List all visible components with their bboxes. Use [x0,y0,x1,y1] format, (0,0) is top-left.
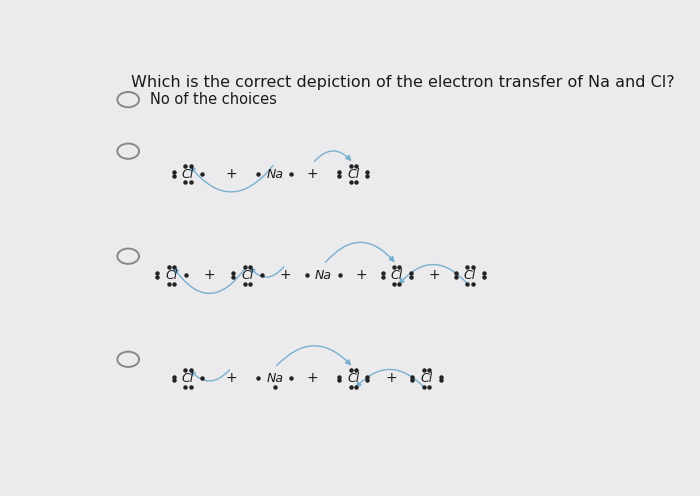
Text: +: + [225,372,237,385]
Text: Cl: Cl [391,269,402,282]
FancyArrowPatch shape [400,264,468,285]
Text: Cl: Cl [165,269,178,282]
Text: No of the choices: No of the choices [150,92,276,107]
FancyArrowPatch shape [276,346,351,366]
FancyArrowPatch shape [190,166,273,192]
Text: Na: Na [266,372,284,385]
FancyArrowPatch shape [174,267,246,294]
Text: Na: Na [315,269,332,282]
Text: +: + [225,167,237,181]
FancyArrowPatch shape [190,370,230,381]
Text: Cl: Cl [347,168,360,181]
Text: Which is the correct depiction of the electron transfer of Na and Cl?: Which is the correct depiction of the el… [131,75,675,90]
FancyArrowPatch shape [314,151,351,161]
Text: Cl: Cl [347,372,360,385]
Text: +: + [280,268,291,282]
Text: Na: Na [266,168,284,181]
Text: +: + [356,268,368,282]
Text: Cl: Cl [421,372,433,385]
Text: +: + [204,268,216,282]
Text: +: + [429,268,440,282]
Text: Cl: Cl [182,168,194,181]
Text: Cl: Cl [182,372,194,385]
Text: +: + [307,167,319,181]
Text: +: + [386,372,397,385]
FancyArrowPatch shape [356,370,425,388]
Text: Cl: Cl [464,269,476,282]
FancyArrowPatch shape [326,243,394,262]
FancyArrowPatch shape [251,267,284,277]
Text: Cl: Cl [241,269,253,282]
Text: +: + [307,372,319,385]
